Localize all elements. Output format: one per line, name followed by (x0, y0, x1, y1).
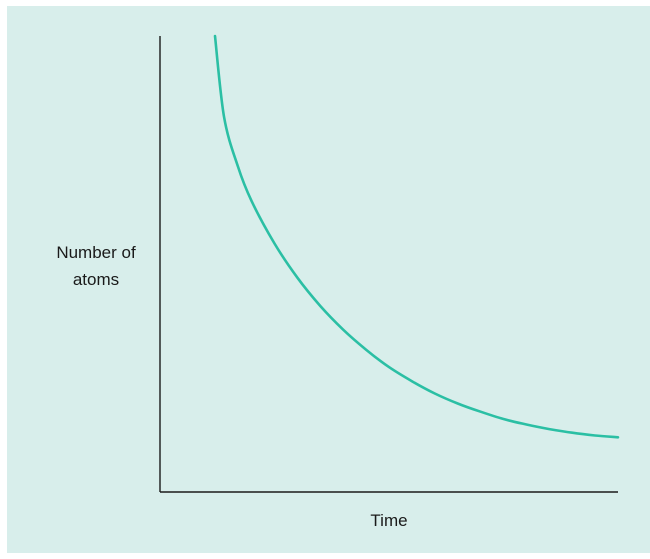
y-axis-label-line-1: Number of (56, 243, 136, 262)
x-axis-label: Time (370, 511, 407, 530)
axes (159, 36, 618, 493)
chart-background (7, 6, 650, 553)
decay-curve (213, 34, 620, 439)
y-axis-label-line-2: atoms (73, 270, 119, 289)
